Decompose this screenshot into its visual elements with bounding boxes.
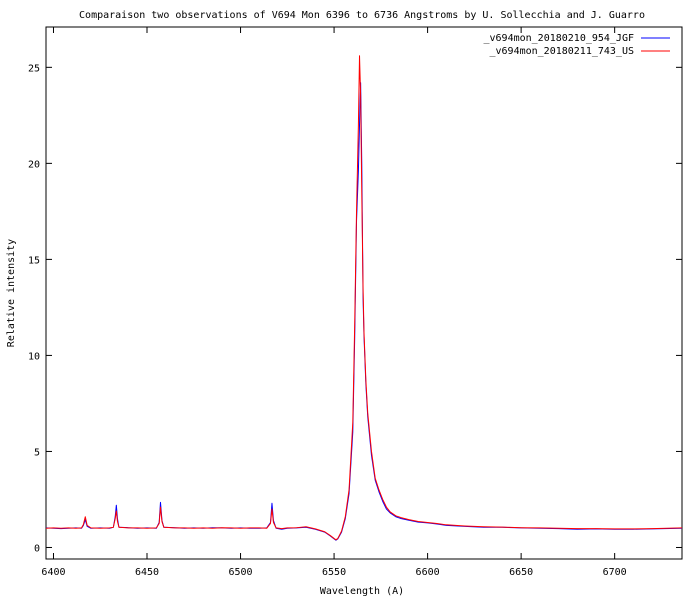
- legend-label-1: _v694mon_20180210_954_JGF: [483, 33, 634, 44]
- y-axis-ticks: 0 5 10 15 20 25: [28, 63, 682, 554]
- x-tick-label: 6600: [416, 567, 440, 578]
- series-line-2: [45, 55, 683, 541]
- series-layer: [45, 55, 683, 541]
- chart-title: Comparaison two observations of V694 Mon…: [79, 10, 645, 21]
- plot-area-frame: [45, 26, 683, 560]
- legend-label-2: _v694mon_20180211_743_US: [490, 46, 635, 57]
- x-axis-label: Wavelength (A): [320, 586, 404, 597]
- y-tick-label: 25: [28, 63, 40, 74]
- x-tick-label: 6700: [603, 567, 627, 578]
- legend: _v694mon_20180210_954_JGF _v694mon_201802…: [483, 33, 670, 57]
- y-axis-label: Relative intensity: [6, 239, 17, 347]
- y-tick-label: 20: [28, 159, 40, 170]
- x-tick-label: 6450: [135, 567, 159, 578]
- y-tick-label: 0: [34, 543, 40, 554]
- x-tick-label: 6400: [41, 567, 65, 578]
- x-tick-label: 6650: [509, 567, 533, 578]
- y-tick-label: 15: [28, 255, 40, 266]
- x-tick-label: 6500: [228, 567, 252, 578]
- x-axis-ticks: 6400 6450 6500 6550 6600 6650 6700: [41, 27, 627, 578]
- y-tick-label: 10: [28, 351, 40, 362]
- y-tick-label: 5: [34, 447, 40, 458]
- x-tick-label: 6550: [322, 567, 346, 578]
